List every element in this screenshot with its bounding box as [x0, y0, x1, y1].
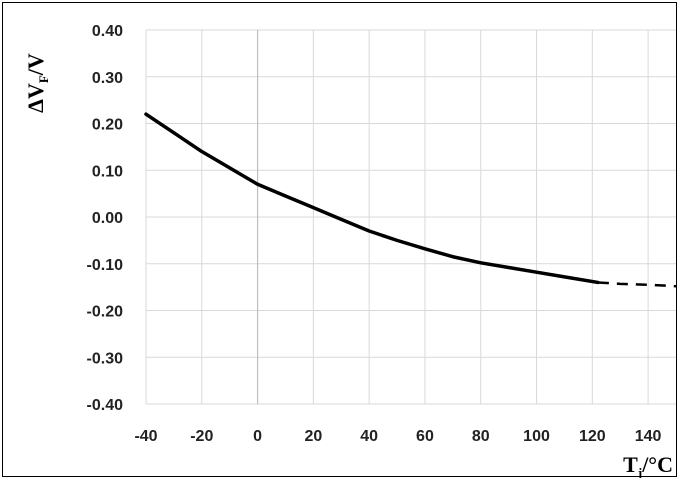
y-tick-label: -0.30: [87, 350, 124, 367]
y-tick-labels: 0.40 0.30 0.20 0.10 0.00 -0.10 -0.20 -0.30 -0.40: [87, 23, 124, 414]
x-tick-label: -20: [190, 428, 213, 445]
y-axis-title: ΔVF/V: [23, 53, 51, 113]
grid: [145, 29, 676, 405]
y-tick-label: -0.10: [87, 257, 124, 274]
y-tick-label: 0.20: [92, 117, 123, 134]
x-axis-title: Tj/°C: [623, 452, 673, 478]
x-tick-label: 20: [304, 428, 322, 445]
x-tick-label: -40: [134, 428, 157, 445]
y-tick-label: -0.20: [87, 304, 124, 321]
series-line-dashed: [597, 281, 677, 288]
x-tick-labels: -40 -20 0 20 40 60 80 100 120 140: [134, 428, 661, 445]
y-tick-label: 0.40: [92, 23, 123, 40]
series-layer: [144, 112, 677, 288]
x-tick-label: 120: [579, 428, 606, 445]
y-tick-label: 0.10: [92, 163, 123, 180]
series-line-solid: [144, 112, 600, 285]
y-tick-label: 0.30: [92, 70, 123, 87]
x-tick-label: 40: [360, 428, 378, 445]
y-tick-label: 0.00: [92, 210, 123, 227]
x-tick-label: 140: [635, 428, 662, 445]
x-tick-label: 0: [253, 428, 262, 445]
x-tick-label: 100: [523, 428, 550, 445]
y-tick-label: -0.40: [87, 397, 124, 414]
x-tick-label: 60: [416, 428, 434, 445]
x-tick-label: 80: [472, 428, 490, 445]
chart: 0.40 0.30 0.20 0.10 0.00 -0.10 -0.20 -0.30 -0.40…: [23, 23, 677, 478]
